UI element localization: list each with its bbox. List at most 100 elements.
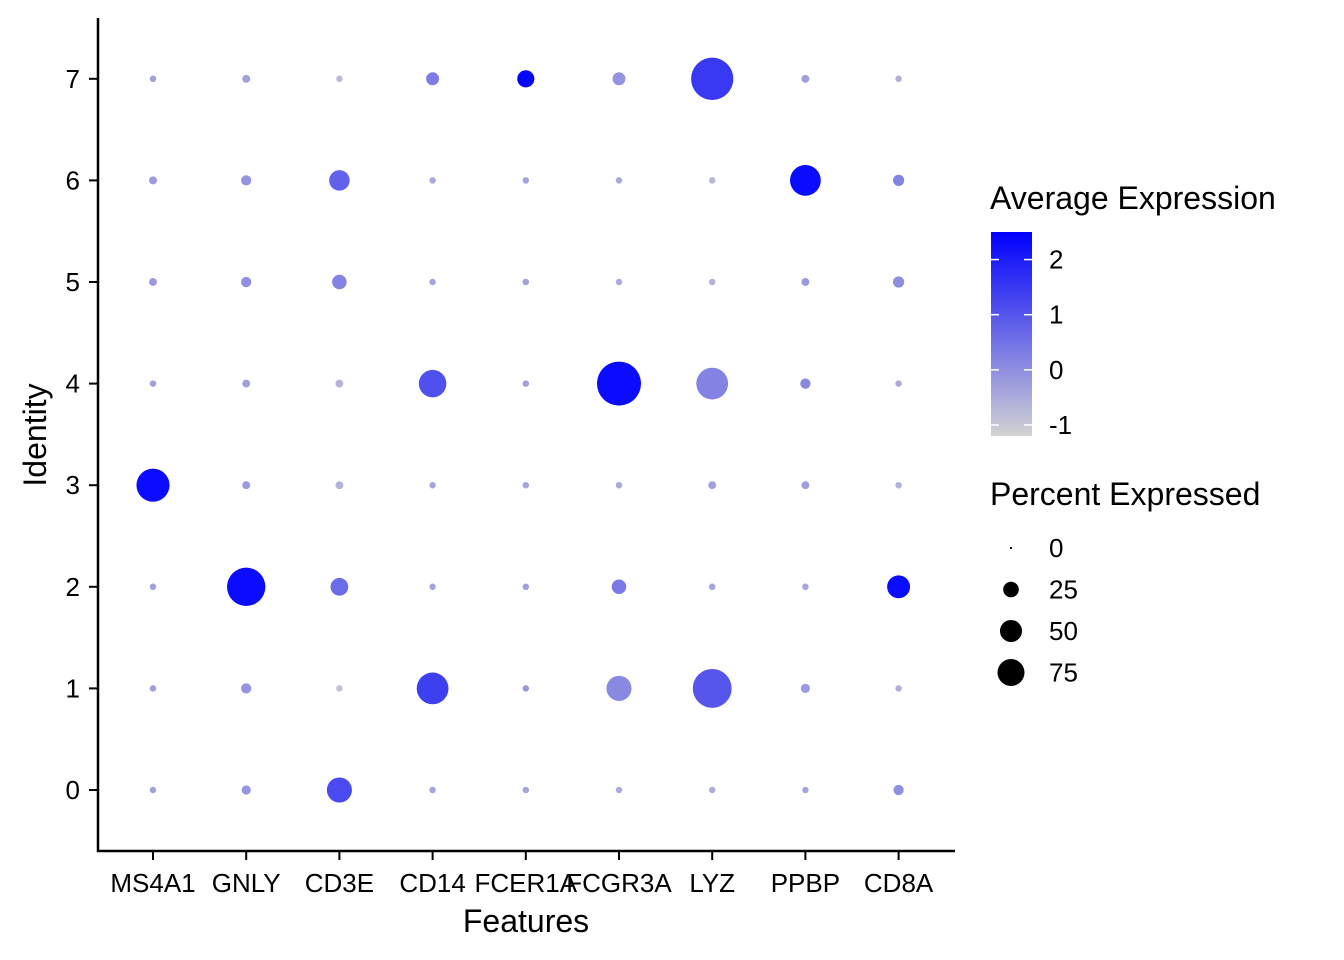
dot-lyz-5 — [708, 278, 716, 286]
dot-fcer1a-4 — [522, 380, 530, 387]
x-tick-label: MS4A1 — [110, 868, 195, 898]
dot-fcer1a-1 — [522, 685, 530, 692]
dot-cd14-2 — [429, 583, 436, 591]
color-legend: Average Expression 2 1 0 -1 — [990, 180, 1276, 440]
dot-cd8a-3 — [895, 481, 902, 489]
dot-cd3e-5 — [332, 274, 347, 290]
y-tick-label: 6 — [66, 165, 80, 195]
size-key-label: 0 — [1049, 533, 1063, 563]
dot-gnly-7 — [242, 74, 251, 83]
color-legend-bar — [991, 232, 1032, 436]
dot-gnly-0 — [241, 785, 251, 795]
y-axis-ticks: 0 1 2 3 4 5 6 7 — [66, 64, 98, 805]
color-tick-label: 1 — [1049, 300, 1063, 330]
dot-ppbp-7 — [801, 74, 810, 83]
dot-cd14-7 — [426, 72, 440, 86]
x-axis-title: Features — [463, 903, 589, 939]
dot-cd3e-3 — [335, 481, 344, 490]
dot-lyz-3 — [708, 481, 717, 490]
dot-fcgr3a-5 — [615, 278, 623, 286]
dot-fcgr3a-0 — [615, 786, 623, 794]
dot-fcgr3a-6 — [615, 177, 623, 184]
color-tick-label: 0 — [1049, 355, 1063, 385]
dot-fcgr3a-4 — [597, 361, 641, 406]
dot-ms4a1-3 — [136, 468, 170, 502]
dot-cd3e-1 — [336, 685, 343, 692]
dot-fcer1a-3 — [522, 481, 530, 489]
x-tick-label: FCGR3A — [566, 868, 672, 898]
size-legend: Percent Expressed 0 25 50 75 — [990, 476, 1260, 688]
dot-cd14-5 — [429, 278, 436, 286]
dot-cd3e-0 — [326, 777, 352, 803]
size-key-dot — [997, 658, 1025, 687]
dot-ms4a1-7 — [149, 75, 157, 83]
dot-fcgr3a-1 — [606, 675, 632, 701]
dot-ms4a1-0 — [149, 786, 157, 794]
x-tick-label: CD8A — [864, 868, 934, 898]
dot-ppbp-0 — [802, 786, 809, 794]
dot-gnly-4 — [242, 379, 251, 388]
y-tick-label: 1 — [66, 673, 80, 703]
dot-fcer1a-5 — [522, 278, 530, 286]
dot-ms4a1-5 — [149, 278, 157, 286]
y-axis-title: Identity — [17, 383, 53, 486]
color-tick-label: 2 — [1049, 245, 1063, 275]
size-key-label: 50 — [1049, 616, 1078, 646]
size-key-label: 75 — [1049, 658, 1078, 688]
dot-ms4a1-2 — [149, 583, 157, 591]
size-key-dot — [1003, 581, 1019, 598]
dot-cd3e-7 — [336, 75, 343, 83]
dot-cd8a-6 — [892, 174, 905, 187]
dot-fcgr3a-2 — [611, 579, 627, 595]
dot-cd3e-6 — [329, 170, 350, 191]
dot-fcer1a-6 — [522, 177, 530, 184]
size-legend-keys: 0 25 50 75 — [997, 533, 1078, 688]
dot-gnly-6 — [241, 175, 252, 186]
x-tick-label: CD3E — [305, 868, 374, 898]
dot-ms4a1-1 — [149, 685, 157, 692]
dot-points — [136, 57, 911, 803]
dot-cd8a-2 — [887, 575, 911, 599]
dot-ms4a1-6 — [149, 176, 157, 185]
dot-fcer1a-7 — [517, 70, 535, 88]
dot-fcer1a-0 — [522, 786, 530, 794]
dot-cd14-4 — [418, 369, 447, 398]
y-tick-label: 3 — [66, 470, 80, 500]
x-tick-label: GNLY — [212, 868, 281, 898]
color-legend-title: Average Expression — [990, 180, 1276, 216]
dot-lyz-1 — [692, 668, 732, 708]
dot-fcgr3a-3 — [615, 481, 623, 489]
y-tick-label: 4 — [66, 369, 80, 399]
dot-gnly-2 — [227, 567, 266, 606]
x-tick-label: LYZ — [689, 868, 735, 898]
dot-ppbp-5 — [801, 278, 810, 286]
dot-gnly-1 — [241, 683, 252, 694]
size-key-label: 25 — [1049, 575, 1078, 605]
dot-ms4a1-4 — [149, 380, 157, 387]
dot-ppbp-1 — [800, 683, 810, 693]
dot-ppbp-4 — [800, 378, 811, 389]
dot-gnly-3 — [242, 481, 251, 490]
dot-lyz-7 — [691, 57, 734, 100]
dot-cd14-1 — [416, 672, 449, 705]
dot-cd14-6 — [429, 177, 436, 184]
dot-lyz-0 — [708, 786, 716, 794]
x-tick-label: PPBP — [771, 868, 840, 898]
color-tick-label: -1 — [1049, 410, 1072, 440]
dot-cd8a-5 — [892, 276, 905, 288]
dot-cd14-0 — [429, 786, 436, 794]
dot-lyz-2 — [708, 583, 716, 591]
size-key-dot — [1009, 546, 1013, 550]
y-tick-label: 7 — [66, 64, 80, 94]
dot-ppbp-6 — [790, 165, 821, 196]
x-tick-label: FCER1A — [475, 868, 578, 898]
dot-gnly-5 — [241, 276, 252, 288]
dot-cd8a-1 — [895, 685, 902, 692]
dot-fcgr3a-7 — [612, 72, 626, 86]
dot-cd8a-4 — [895, 380, 902, 387]
x-tick-label: CD14 — [399, 868, 465, 898]
size-legend-title: Percent Expressed — [990, 476, 1260, 512]
dot-cd3e-2 — [330, 577, 349, 596]
dot-ppbp-3 — [801, 481, 810, 490]
dot-ppbp-2 — [802, 583, 809, 591]
